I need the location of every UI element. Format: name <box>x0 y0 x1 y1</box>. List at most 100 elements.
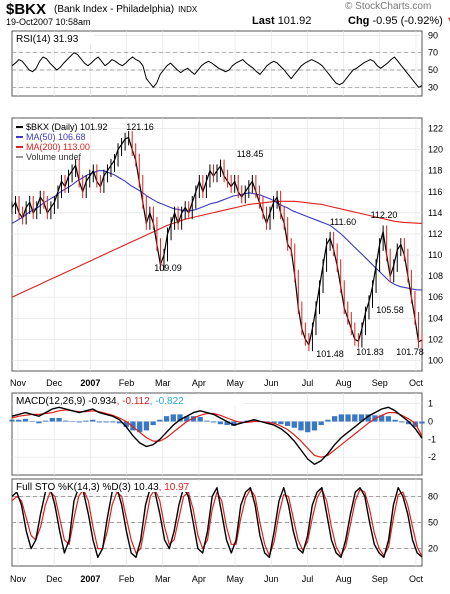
price-x-tick-label: Jul <box>302 378 314 388</box>
last-label: Last <box>252 15 275 27</box>
price-annotation: 101.78 <box>396 347 424 357</box>
macd-histogram-bar <box>163 416 170 422</box>
sto-x-tick-label: May <box>227 574 245 584</box>
sto-x-tick-label: 2007 <box>80 574 100 584</box>
price-annotation: 109.09 <box>154 263 182 273</box>
macd-panel <box>11 392 423 476</box>
price-annotation: 101.48 <box>316 349 344 359</box>
datetime-label: 19-Oct2007 10:58am <box>6 17 91 27</box>
sto-title-bg <box>14 481 214 492</box>
price-y-tick-label: 116 <box>428 187 442 197</box>
price-panel <box>11 117 423 372</box>
macd-histogram-bar <box>110 421 116 423</box>
price-y-tick-label: 106 <box>428 292 443 302</box>
down-arrow-icon: ▼ <box>446 15 450 27</box>
price-y-tick-label: 104 <box>428 313 443 323</box>
macd-y-tick-label: -2 <box>428 452 436 462</box>
macd-histogram-bar <box>190 416 197 422</box>
rsi-y-tick-label: 70 <box>428 48 438 58</box>
sto-y-tick-label: 50 <box>428 518 438 528</box>
rsi-y-tick-label: 90 <box>428 30 438 40</box>
price-annotation: 112.20 <box>371 210 398 220</box>
price-x-tick-label: Dec <box>46 378 63 388</box>
macd-histogram-bar <box>157 419 163 422</box>
last-value: 101.92 <box>277 15 312 27</box>
price-y-tick-label: 102 <box>428 334 443 344</box>
macd-histogram-bar <box>137 421 143 433</box>
legend-label: MA(50) 106.68 <box>26 132 86 142</box>
price-annotation: 105.58 <box>376 305 404 315</box>
macd-histogram-bar <box>76 421 82 423</box>
sto-y-tick-label: 80 <box>428 491 438 501</box>
price-x-tick-label: Mar <box>155 378 171 388</box>
watermark: © StockCharts.com <box>345 1 432 12</box>
chg-value: -0.95 (-0.92%) <box>372 15 443 27</box>
price-x-tick-label: Oct <box>409 378 424 388</box>
price-annotation: 118.45 <box>237 149 264 159</box>
macd-title: MACD(12,26,9) -0.934, -0.112, -0.822 <box>16 396 184 407</box>
macd-histogram-bar <box>358 414 365 422</box>
macd-histogram-bar <box>116 421 123 424</box>
price-y-tick-label: 110 <box>428 250 442 260</box>
macd-histogram-bar <box>284 421 291 426</box>
price-x-tick-label: Sep <box>372 378 388 388</box>
macd-histogram-bar <box>197 417 203 422</box>
exchange-label: INDX <box>178 5 198 14</box>
macd-histogram-bar <box>22 418 29 422</box>
rsi-y-tick-label: 50 <box>428 65 438 75</box>
sto-x-tick-label: Jun <box>264 574 279 584</box>
macd-histogram-bar <box>379 415 385 422</box>
price-y-tick-label: 118 <box>428 166 442 176</box>
macd-histogram-bar <box>49 417 55 422</box>
price-y-tick-label: 120 <box>428 145 443 155</box>
sto-x-tick-label: Jul <box>302 574 314 584</box>
legend-label: MA(200) 113.00 <box>26 142 90 152</box>
legend-label: $BKX (Daily) 101.92 <box>26 122 108 132</box>
sto-x-tick-label: Oct <box>409 574 424 584</box>
price-x-tick-label: 2007 <box>80 378 100 388</box>
price-y-tick-label: 108 <box>428 271 443 281</box>
macd-y-tick-label: -1 <box>428 434 436 444</box>
change: Chg -0.95 (-0.92%) ▼ <box>348 15 450 27</box>
macd-histogram-bar <box>184 416 190 422</box>
macd-histogram-bar <box>103 421 109 423</box>
chg-label: Chg <box>348 15 370 27</box>
symbol-description-text: (Bank Index - Philadelphia) <box>54 4 175 15</box>
macd-histogram-bar <box>150 421 156 426</box>
macd-histogram-bar <box>298 421 304 431</box>
price-x-tick-label: Nov <box>10 378 27 388</box>
sto-y-tick-label: 20 <box>428 544 438 554</box>
macd-histogram-bar <box>83 420 89 422</box>
macd-histogram-bar <box>325 419 331 422</box>
macd-line <box>11 406 423 465</box>
legend-label: Volume undef <box>26 152 82 162</box>
macd-histogram-bar <box>291 421 297 428</box>
sto-d-line <box>11 488 423 557</box>
macd-histogram-bar <box>63 420 69 422</box>
ma200-line <box>11 200 423 298</box>
sto-x-tick-label: Aug <box>336 574 352 584</box>
macd-histogram-bar <box>177 414 183 422</box>
sto-title: Full STO %K(14,3) %D(3) 10.43, 10.97 <box>16 482 190 493</box>
price-y-tick-label: 100 <box>428 355 443 365</box>
price-annotation: 111.60 <box>330 217 356 227</box>
rsi-title: RSI(14) 31.93 <box>16 34 79 45</box>
price-x-tick-label: Aug <box>336 378 352 388</box>
macd-histogram-bar <box>365 414 371 422</box>
macd-histogram-bar <box>224 421 230 426</box>
rsi-line <box>11 52 423 88</box>
price-y-tick-label: 122 <box>428 124 443 134</box>
macd-histogram-bar <box>42 420 49 422</box>
macd-histogram-bar <box>405 421 412 425</box>
price-annotation: 101.83 <box>356 347 384 357</box>
macd-histogram-bar <box>123 421 129 427</box>
macd-y-tick-label: 1 <box>428 399 433 409</box>
sto-x-tick-label: Dec <box>46 574 63 584</box>
sto-x-tick-label: Mar <box>155 574 171 584</box>
macd-histogram-bar <box>16 419 22 422</box>
macd-histogram-bar <box>338 414 344 422</box>
macd-histogram-bar <box>69 421 76 423</box>
macd-histogram-bar <box>419 421 425 424</box>
